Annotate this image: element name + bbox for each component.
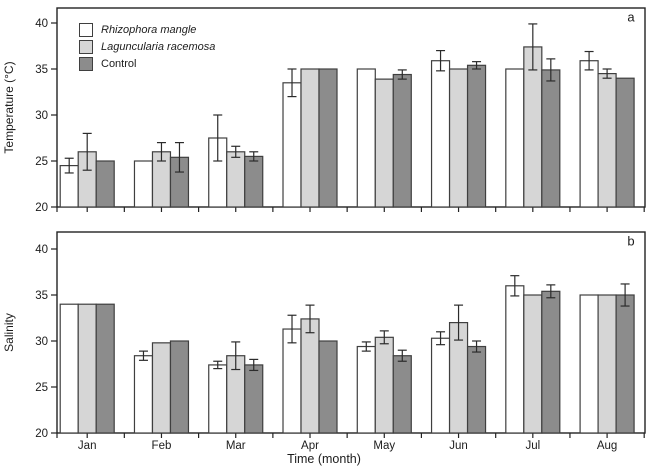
bar — [448, 68, 469, 208]
x-tick-label: Jan — [78, 440, 97, 452]
bar — [430, 337, 451, 434]
bar — [392, 355, 412, 434]
bar — [466, 345, 487, 434]
y-tick-label: 40 — [35, 244, 48, 256]
y-axis-title: Salinity — [2, 313, 16, 352]
legend-item-control: Control — [79, 55, 215, 72]
salinity-panel: 20 25 30 35 40 Jan Feb Mar Apr May Jun Jul Aug b Salin… — [2, 231, 646, 452]
bar — [208, 364, 228, 434]
bar — [392, 73, 412, 208]
bar — [430, 60, 451, 208]
bar — [318, 68, 338, 208]
bar — [300, 68, 320, 208]
bar — [579, 294, 599, 434]
bar — [541, 290, 561, 434]
bar — [95, 303, 115, 434]
legend-label: Laguncularia racemosa — [101, 40, 216, 53]
bar — [597, 294, 617, 434]
bar — [226, 151, 246, 208]
bar — [169, 340, 190, 434]
bar — [300, 318, 320, 434]
bar — [615, 77, 635, 208]
x-tick-label: Jul — [525, 440, 540, 452]
y-tick-label: 35 — [35, 290, 48, 302]
plot-border — [56, 231, 646, 434]
y-tick-label: 30 — [35, 110, 48, 122]
bar — [282, 328, 302, 434]
bar — [505, 68, 525, 208]
legend: Rhizophora mangle Laguncularia racemosa … — [79, 21, 215, 72]
x-axis-title: Time (month) — [287, 452, 361, 466]
bar — [466, 64, 487, 208]
bar — [282, 82, 302, 208]
temperature-panel: 20 25 30 35 40 a Temperature (°C) — [2, 7, 646, 214]
x-tick-label: Jun — [449, 440, 468, 452]
bar — [541, 69, 561, 208]
bar — [374, 78, 394, 208]
x-tick-label: May — [373, 440, 395, 452]
bar — [374, 336, 394, 434]
y-tick-label: 30 — [35, 336, 48, 348]
bar — [59, 303, 79, 434]
bar — [77, 303, 97, 434]
bar — [523, 46, 543, 208]
bar — [597, 72, 617, 208]
legend-swatch-control — [79, 56, 93, 71]
panel-letter: b — [627, 234, 634, 249]
bar — [615, 294, 635, 434]
x-tick-label: Aug — [597, 440, 617, 452]
legend-label: Rhizophora mangle — [101, 23, 197, 36]
bar — [356, 68, 376, 208]
panel-letter: a — [627, 10, 635, 25]
legend-item-laguncularia: Laguncularia racemosa — [79, 38, 215, 55]
bar — [244, 155, 264, 208]
bar — [244, 364, 264, 434]
y-tick-label: 35 — [35, 64, 48, 76]
y-tick-label: 25 — [35, 156, 48, 168]
y-axis-title: Temperature (°C) — [2, 61, 16, 153]
bar — [133, 355, 154, 434]
bar — [133, 160, 154, 208]
x-tick-label: Apr — [301, 440, 319, 452]
legend-swatch-laguncularia — [79, 39, 93, 54]
bar — [505, 285, 525, 434]
y-tick-label: 40 — [35, 18, 48, 30]
legend-label: Control — [101, 57, 137, 70]
bar — [579, 60, 599, 208]
legend-item-rhizophora: Rhizophora mangle — [79, 21, 215, 38]
plot-border — [56, 7, 646, 208]
y-tick-label: 25 — [35, 382, 48, 394]
bar — [95, 160, 115, 208]
bar — [318, 340, 338, 434]
bar — [151, 342, 172, 434]
bar — [356, 345, 376, 434]
legend-swatch-rhizophora — [79, 22, 93, 37]
x-tick-label: Mar — [226, 440, 246, 452]
x-tick-label: Feb — [152, 440, 172, 452]
bar — [523, 294, 543, 434]
y-tick-label: 20 — [35, 202, 48, 214]
y-tick-label: 20 — [35, 428, 48, 440]
